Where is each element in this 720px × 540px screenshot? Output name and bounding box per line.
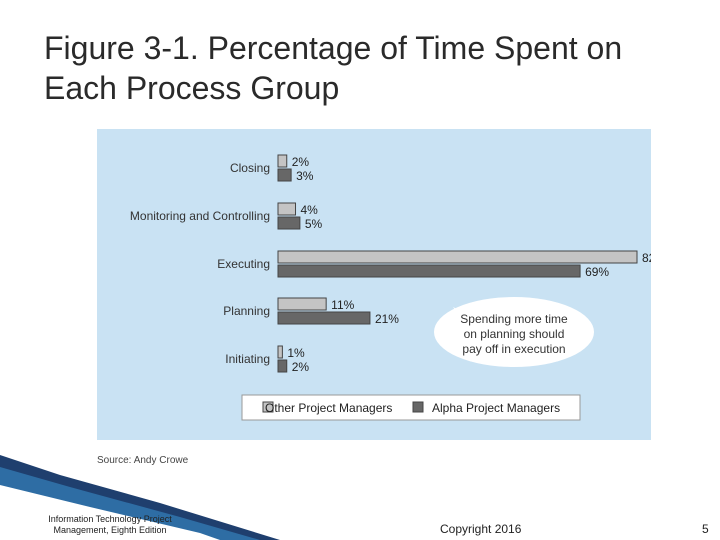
footer-copyright: Copyright 2016 — [440, 522, 522, 536]
legend-label-alpha-project-managers: Alpha Project Managers — [432, 401, 560, 415]
category-label-executing: Executing — [217, 257, 270, 271]
category-label-planning: Planning — [223, 304, 270, 318]
value-label-other-initiating: 1% — [287, 346, 305, 360]
category-label-monitoring-and-controlling: Monitoring and Controlling — [130, 209, 270, 223]
bar-other-monitoring-and-controlling — [277, 202, 297, 216]
footer-wave-light — [0, 485, 220, 540]
value-label-other-closing: 2% — [292, 155, 310, 169]
value-label-alpha-initiating: 2% — [292, 360, 310, 374]
value-label-other-monitoring-and-controlling: 4% — [301, 203, 319, 217]
value-label-alpha-executing: 69% — [585, 265, 609, 279]
page-number: 5 — [702, 522, 709, 536]
callout-bubble — [434, 297, 594, 367]
chart-source: Source: Andy Crowe — [97, 455, 189, 466]
slide-title: Figure 3-1. Percentage of Time Spent on … — [44, 30, 623, 106]
bar-alpha-planning — [277, 311, 371, 325]
legend-box — [241, 394, 581, 421]
legend-swatch-other-project-managers — [262, 401, 274, 413]
category-label-closing: Closing — [230, 161, 270, 175]
bar-other-planning — [277, 297, 327, 311]
chart-panel: Closing 2% 3% Monitoring and Controlling 4% 5… — [97, 129, 651, 440]
callout-text-line: on planning should — [464, 327, 565, 341]
callout-text-line: pay off in execution — [462, 342, 565, 356]
value-label-alpha-monitoring-and-controlling: 5% — [305, 217, 323, 231]
bar-alpha-closing — [277, 168, 292, 182]
bar-other-closing — [277, 154, 288, 168]
bar-other-executing — [277, 250, 638, 264]
value-label-other-executing: 82% — [642, 251, 651, 265]
legend-label-other-project-managers: Other Project Managers — [265, 401, 392, 415]
bar-alpha-executing — [277, 264, 581, 278]
bar-alpha-monitoring-and-controlling — [277, 216, 301, 230]
bar-other-initiating — [277, 345, 283, 359]
value-label-alpha-closing: 3% — [296, 169, 314, 183]
bar-alpha-initiating — [277, 359, 288, 373]
legend-swatch-alpha-project-managers — [412, 401, 424, 413]
value-label-other-planning: 11% — [331, 298, 354, 312]
footer-decoration — [0, 455, 280, 540]
category-label-initiating: Initiating — [225, 352, 270, 366]
bar-chart: Closing 2%3%Monitoring and Controlling 4%5… — [130, 154, 651, 421]
callout-text-line: Spending more time — [460, 312, 568, 326]
footer-book-title: Information Technology Project Managemen… — [48, 514, 172, 535]
value-label-alpha-planning: 21% — [375, 312, 399, 326]
